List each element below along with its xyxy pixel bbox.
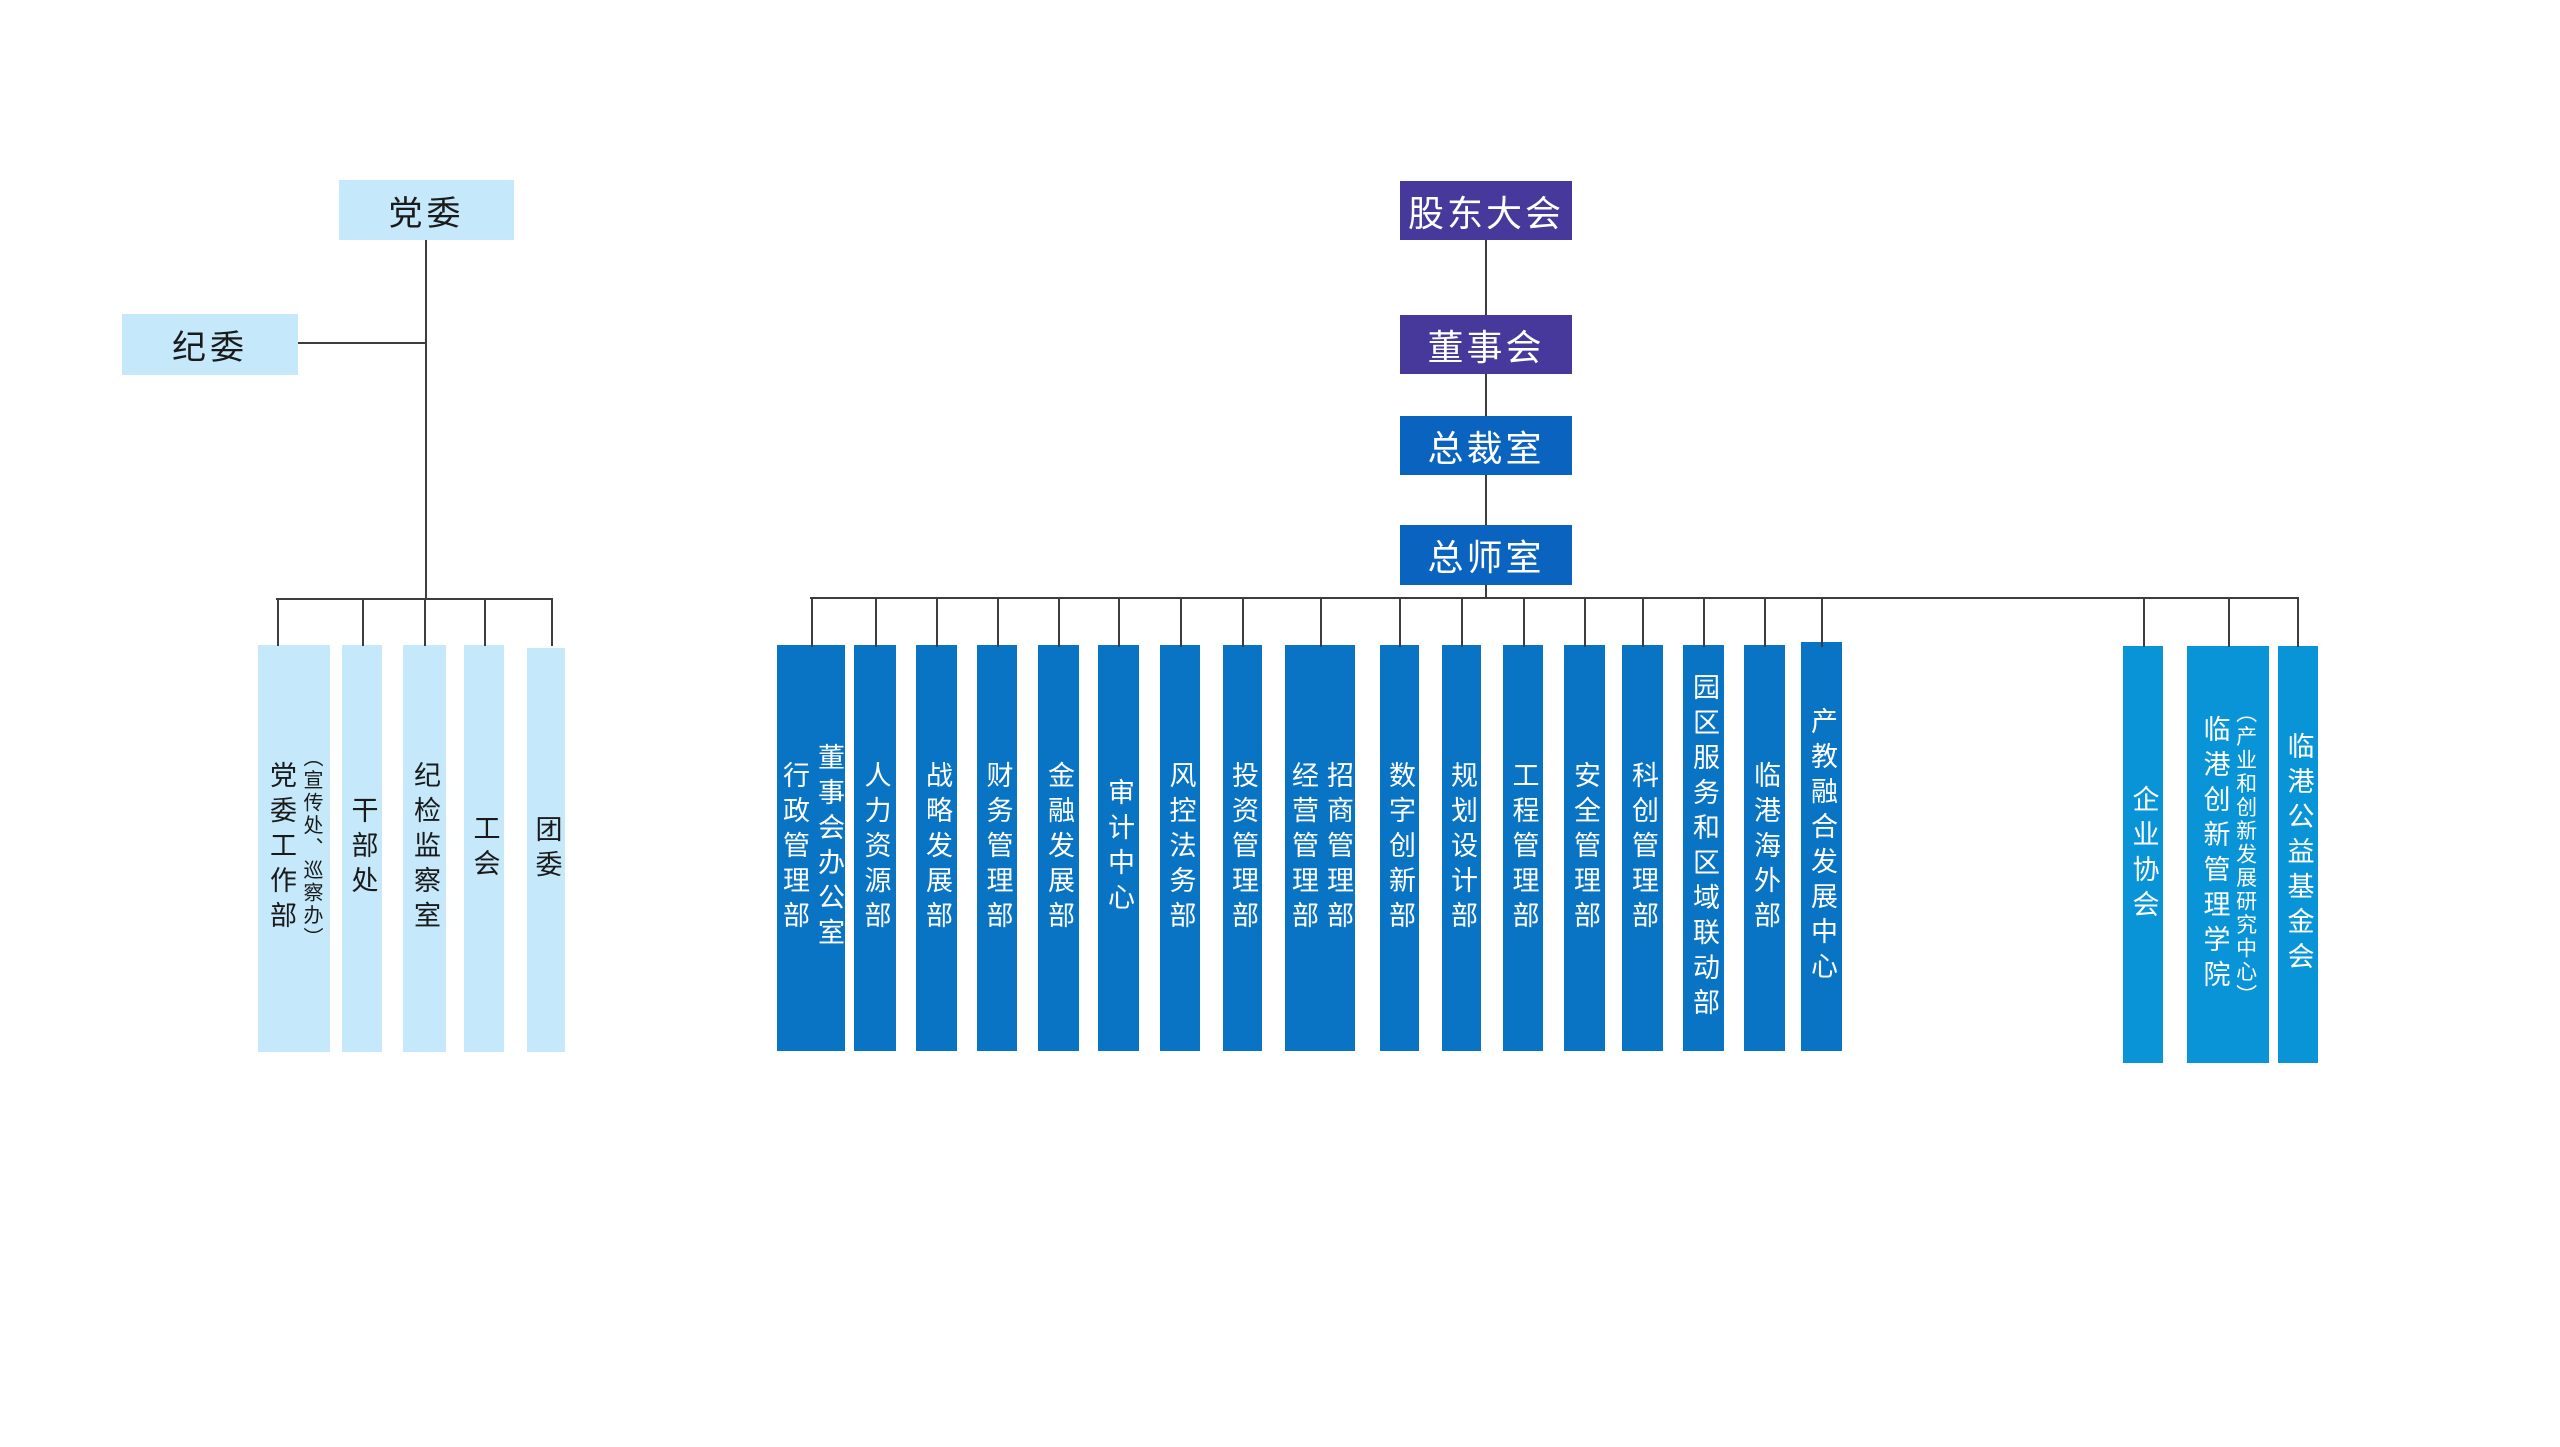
party-work-dept-note: （宣传处、巡察办） — [300, 747, 325, 950]
connector-dept-stub — [997, 599, 999, 647]
connector-chain-seg — [1485, 475, 1487, 525]
connector-dept-stub — [1821, 599, 1823, 647]
box-lingang-innovation-academy: （产业和创新发展研究中心） 临港创新管理学院 — [2187, 646, 2269, 1063]
box-finance-management: 财务管理部 — [977, 645, 1017, 1051]
digital-innovation-label: 数字创新部 — [1384, 760, 1416, 936]
box-youth-league: 团委 — [527, 648, 565, 1052]
connector-dept-stub — [1703, 599, 1705, 647]
box-discipline-inspection-office: 纪检监察室 — [403, 645, 446, 1052]
box-chief-engineer-office: 总师室 — [1400, 525, 1572, 585]
connector-party-stub — [484, 600, 486, 646]
connector-dept-stub — [1399, 599, 1401, 647]
connector-dept-stub — [1180, 599, 1182, 647]
safety-management-label: 安全管理部 — [1569, 760, 1601, 936]
box-strategy-development: 战略发展部 — [916, 645, 957, 1051]
discipline-inspection-office-label: 纪检监察室 — [409, 761, 441, 936]
connector-dept-stub — [2228, 599, 2230, 647]
connector-party-stub — [362, 600, 364, 646]
connector-dept-stub — [1523, 599, 1525, 647]
labor-union-label: 工会 — [468, 813, 500, 884]
box-labor-union: 工会 — [464, 645, 504, 1052]
human-resources-label: 人力资源部 — [859, 760, 891, 936]
box-shareholders-meeting: 股东大会 — [1400, 181, 1572, 240]
park-service-regional-label: 园区服务和区域联动部 — [1688, 673, 1720, 1023]
enterprise-association-label: 企业协会 — [2127, 784, 2159, 925]
finance-management-label: 财务管理部 — [981, 760, 1013, 936]
sci-innovation-management-label: 科创管理部 — [1627, 760, 1659, 936]
box-president-office: 总裁室 — [1400, 416, 1572, 475]
box-discipline-committee: 纪委 — [122, 314, 298, 375]
connector-party-trunk — [425, 240, 427, 600]
audit-center-label: 审计中心 — [1103, 778, 1135, 918]
connector-chain-seg — [1485, 585, 1487, 599]
investment-management-label: 投资管理部 — [1227, 760, 1259, 936]
innovation-academy-note: （产业和创新发展研究中心） — [2233, 701, 2258, 1008]
box-board-office-admin: 董事会办公室 行政管理部 — [777, 645, 845, 1051]
financial-development-label: 金融发展部 — [1043, 760, 1075, 936]
operations-management-label: 经营管理部 — [1287, 760, 1318, 936]
box-board-of-directors: 董事会 — [1400, 315, 1572, 374]
industry-education-center-label: 产教融合发展中心 — [1806, 706, 1838, 987]
cadre-division-label: 干部处 — [346, 796, 378, 901]
box-digital-innovation: 数字创新部 — [1380, 645, 1419, 1051]
connector-dept-stub — [936, 599, 938, 647]
merchants-management-label: 招商管理部 — [1322, 760, 1354, 936]
lingang-overseas-label: 临港海外部 — [1749, 760, 1781, 936]
box-lingang-overseas: 临港海外部 — [1744, 645, 1785, 1051]
box-audit-center: 审计中心 — [1098, 645, 1139, 1051]
connector-chain-seg — [1485, 374, 1487, 416]
planning-design-label: 规划设计部 — [1446, 760, 1478, 936]
connector-party-stub — [277, 600, 279, 646]
connector-dept-stub — [1584, 599, 1586, 647]
box-engineering-management: 工程管理部 — [1503, 645, 1543, 1051]
box-lingang-charity-foundation: 临港公益基金会 — [2278, 646, 2318, 1063]
connector-party-stub — [424, 600, 426, 646]
box-financial-development: 金融发展部 — [1038, 645, 1079, 1051]
box-planning-design: 规划设计部 — [1442, 645, 1481, 1051]
connector-dept-stub — [1642, 599, 1644, 647]
engineering-management-label: 工程管理部 — [1507, 760, 1539, 936]
lingang-charity-foundation-label: 临港公益基金会 — [2282, 732, 2314, 977]
connector-party-stub — [551, 600, 553, 646]
box-human-resources: 人力资源部 — [854, 645, 896, 1051]
connector-dept-stub — [2297, 599, 2299, 647]
connector-dept-stub — [1320, 599, 1322, 647]
box-safety-management: 安全管理部 — [1564, 645, 1605, 1051]
connector-main-rail — [810, 597, 2299, 599]
connector-dept-stub — [1242, 599, 1244, 647]
connector-dept-stub — [1461, 599, 1463, 647]
box-risk-legal: 风控法务部 — [1160, 645, 1200, 1051]
board-office-label: 董事会办公室 — [813, 743, 845, 953]
connector-dept-stub — [875, 599, 877, 647]
box-party-committee: 党委 — [339, 180, 514, 240]
connector-party-rail — [276, 598, 553, 600]
box-party-work-dept: （宣传处、巡察办） 党委工作部 — [258, 645, 330, 1052]
connector-chain-seg — [1485, 240, 1487, 315]
party-work-dept-label: 党委工作部 — [265, 761, 297, 936]
connector-dept-stub — [1764, 599, 1766, 647]
connector-dept-stub — [1058, 599, 1060, 647]
youth-league-label: 团委 — [530, 815, 562, 885]
box-sci-innovation-management: 科创管理部 — [1622, 645, 1663, 1051]
box-investment-management: 投资管理部 — [1223, 645, 1262, 1051]
connector-dept-stub — [811, 599, 813, 647]
connector-dept-stub — [1118, 599, 1120, 647]
risk-legal-label: 风控法务部 — [1164, 760, 1196, 936]
box-industry-education-center: 产教融合发展中心 — [1801, 642, 1842, 1051]
admin-management-label: 行政管理部 — [778, 760, 809, 936]
connector-dept-stub — [2143, 599, 2145, 647]
box-park-service-regional: 园区服务和区域联动部 — [1683, 645, 1724, 1051]
box-enterprise-association: 企业协会 — [2123, 646, 2163, 1063]
strategy-development-label: 战略发展部 — [921, 760, 953, 936]
innovation-academy-label: 临港创新管理学院 — [2198, 714, 2230, 995]
box-cadre-division: 干部处 — [342, 645, 382, 1052]
box-merchants-operations: 招商管理部 经营管理部 — [1285, 645, 1355, 1051]
connector-discipline-link — [298, 342, 427, 344]
